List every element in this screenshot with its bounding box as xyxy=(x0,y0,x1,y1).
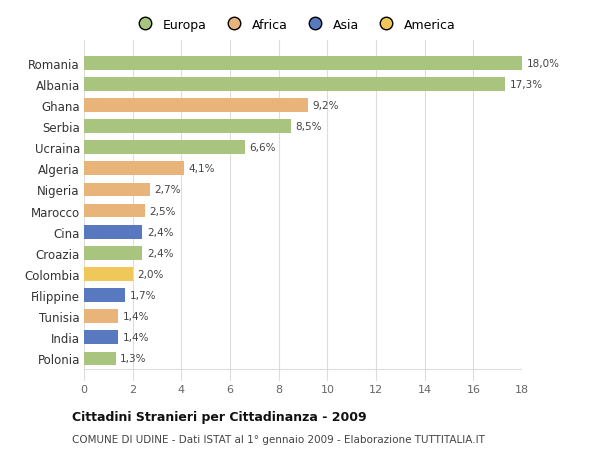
Bar xyxy=(84,204,145,218)
Text: 4,1%: 4,1% xyxy=(188,164,215,174)
Text: 2,0%: 2,0% xyxy=(137,269,163,280)
Text: Cittadini Stranieri per Cittadinanza - 2009: Cittadini Stranieri per Cittadinanza - 2… xyxy=(72,410,367,423)
Bar xyxy=(84,289,125,302)
Bar xyxy=(84,183,150,197)
Text: 18,0%: 18,0% xyxy=(526,59,559,68)
Text: 17,3%: 17,3% xyxy=(509,80,542,90)
Text: 1,3%: 1,3% xyxy=(120,354,146,364)
Text: 1,4%: 1,4% xyxy=(122,312,149,321)
Bar xyxy=(84,141,245,155)
Bar xyxy=(84,352,116,365)
Bar xyxy=(84,57,522,70)
Text: 2,7%: 2,7% xyxy=(154,185,181,195)
Bar xyxy=(84,99,308,112)
Bar xyxy=(84,246,142,260)
Bar xyxy=(84,225,142,239)
Bar xyxy=(84,310,118,324)
Bar xyxy=(84,78,505,91)
Bar xyxy=(84,162,184,176)
Legend: Europa, Africa, Asia, America: Europa, Africa, Asia, America xyxy=(128,14,461,37)
Text: 2,4%: 2,4% xyxy=(147,227,173,237)
Text: 2,5%: 2,5% xyxy=(149,206,176,216)
Text: 6,6%: 6,6% xyxy=(249,143,275,153)
Text: 2,4%: 2,4% xyxy=(147,248,173,258)
Text: 8,5%: 8,5% xyxy=(295,122,322,132)
Text: 1,4%: 1,4% xyxy=(122,333,149,342)
Bar xyxy=(84,120,291,134)
Bar xyxy=(84,331,118,344)
Text: 1,7%: 1,7% xyxy=(130,291,156,301)
Text: COMUNE DI UDINE - Dati ISTAT al 1° gennaio 2009 - Elaborazione TUTTITALIA.IT: COMUNE DI UDINE - Dati ISTAT al 1° genna… xyxy=(72,434,485,443)
Text: 9,2%: 9,2% xyxy=(312,101,339,111)
Bar xyxy=(84,268,133,281)
